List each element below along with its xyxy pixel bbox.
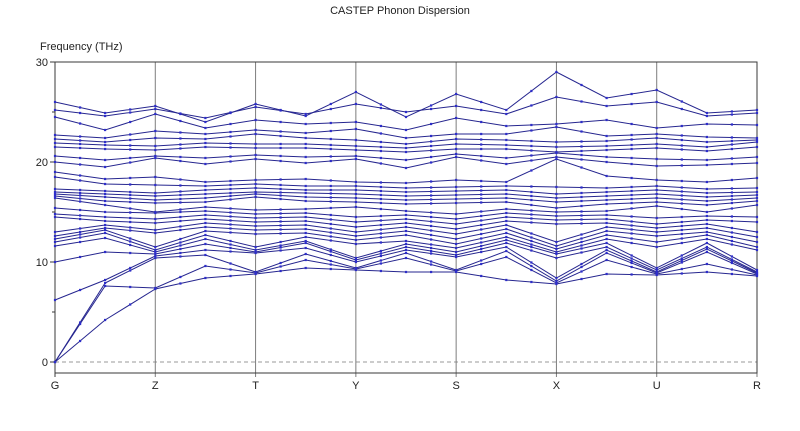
chart-title: CASTEP Phonon Dispersion: [330, 5, 470, 17]
band-markers-29: [53, 70, 759, 124]
x-axis-label-X: X: [553, 380, 561, 392]
x-axis-label-U: U: [653, 380, 661, 392]
band-line-20: [54, 158, 758, 184]
band-markers-15: [53, 194, 759, 210]
band-line-4: [54, 246, 758, 301]
x-axis-label-G: G: [51, 380, 60, 392]
x-axis-label-Y: Y: [352, 380, 360, 392]
band-markers-19: [53, 175, 759, 191]
band-markers-18: [53, 186, 759, 196]
x-axis-label-T: T: [252, 380, 259, 392]
band-markers-1: [53, 266, 759, 364]
band-markers-22: [53, 151, 759, 162]
band-markers-6: [53, 236, 759, 272]
band-line-13: [54, 207, 758, 220]
band-markers-23: [53, 145, 759, 154]
y-tick-label-10: 10: [36, 257, 48, 269]
y-tick-label-20: 20: [36, 157, 48, 169]
band-markers-25: [53, 132, 759, 146]
band-markers-20: [53, 157, 759, 185]
band-markers-26: [53, 125, 759, 140]
band-markers-4: [53, 245, 759, 302]
band-markers-11: [53, 215, 759, 234]
plot-body: G Z T Y S X U R 0 10 20 30: [36, 57, 761, 392]
band-markers-10: [53, 221, 759, 244]
x-axis-label-R: R: [753, 380, 761, 392]
x-axis-label-S: S: [452, 380, 459, 392]
band-markers-9: [53, 225, 759, 248]
band-markers-17: [53, 190, 759, 200]
y-axis-label: Frequency (THz): [40, 41, 123, 53]
y-tick-label-30: 30: [36, 57, 48, 69]
band-line-29: [54, 71, 758, 123]
x-axis-label-Z: Z: [152, 380, 159, 392]
band-markers-3: [53, 249, 759, 364]
band-markers-24: [53, 140, 759, 150]
band-line-1: [54, 267, 758, 363]
y-tick-label-0: 0: [42, 357, 48, 369]
band-markers-12: [53, 212, 759, 226]
band-markers-21: [53, 155, 759, 170]
band-markers-14: [53, 196, 759, 216]
band-markers-16: [53, 192, 759, 204]
band-line-26: [54, 126, 758, 139]
